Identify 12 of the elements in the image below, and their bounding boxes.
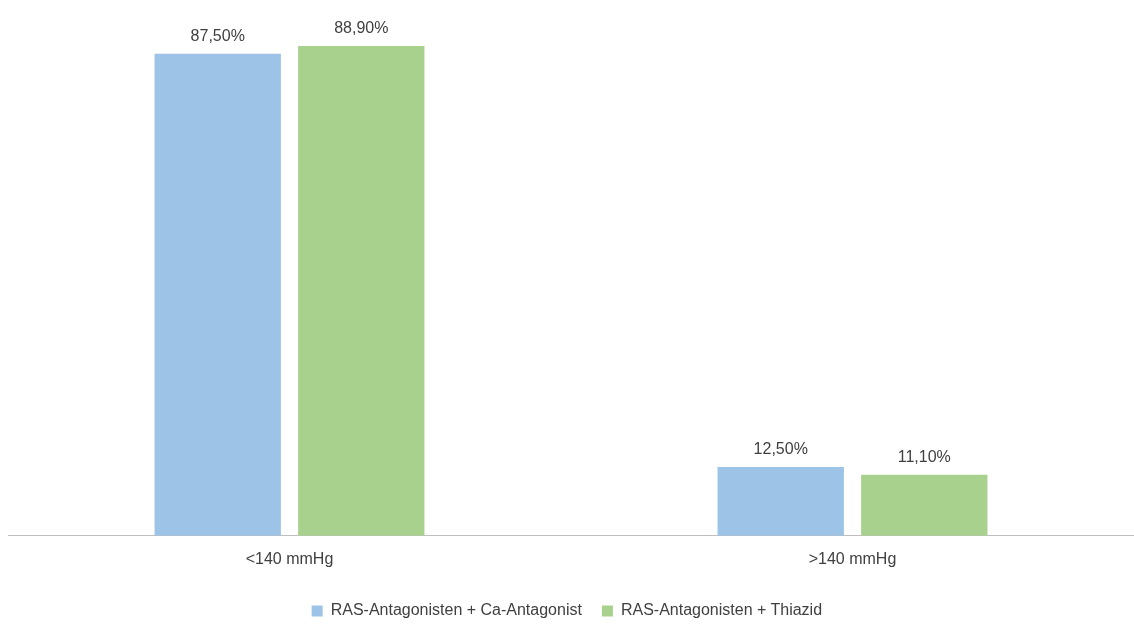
data-label: 87,50% xyxy=(190,27,245,45)
x-tick-label: >140 mmHg xyxy=(808,549,897,567)
legend-label: RAS-Antagonisten + Ca-Antagonist xyxy=(330,601,583,619)
bar xyxy=(154,53,281,536)
legend-label: RAS-Antagonisten + Thiazid xyxy=(620,601,823,619)
bar xyxy=(298,46,425,536)
x-tick-label: <140 mmHg xyxy=(245,549,334,567)
data-label: 12,50% xyxy=(753,440,808,458)
data-label: 88,90% xyxy=(334,19,389,37)
bar xyxy=(717,466,844,536)
bar xyxy=(861,474,988,536)
data-label: 11,10% xyxy=(897,448,951,466)
